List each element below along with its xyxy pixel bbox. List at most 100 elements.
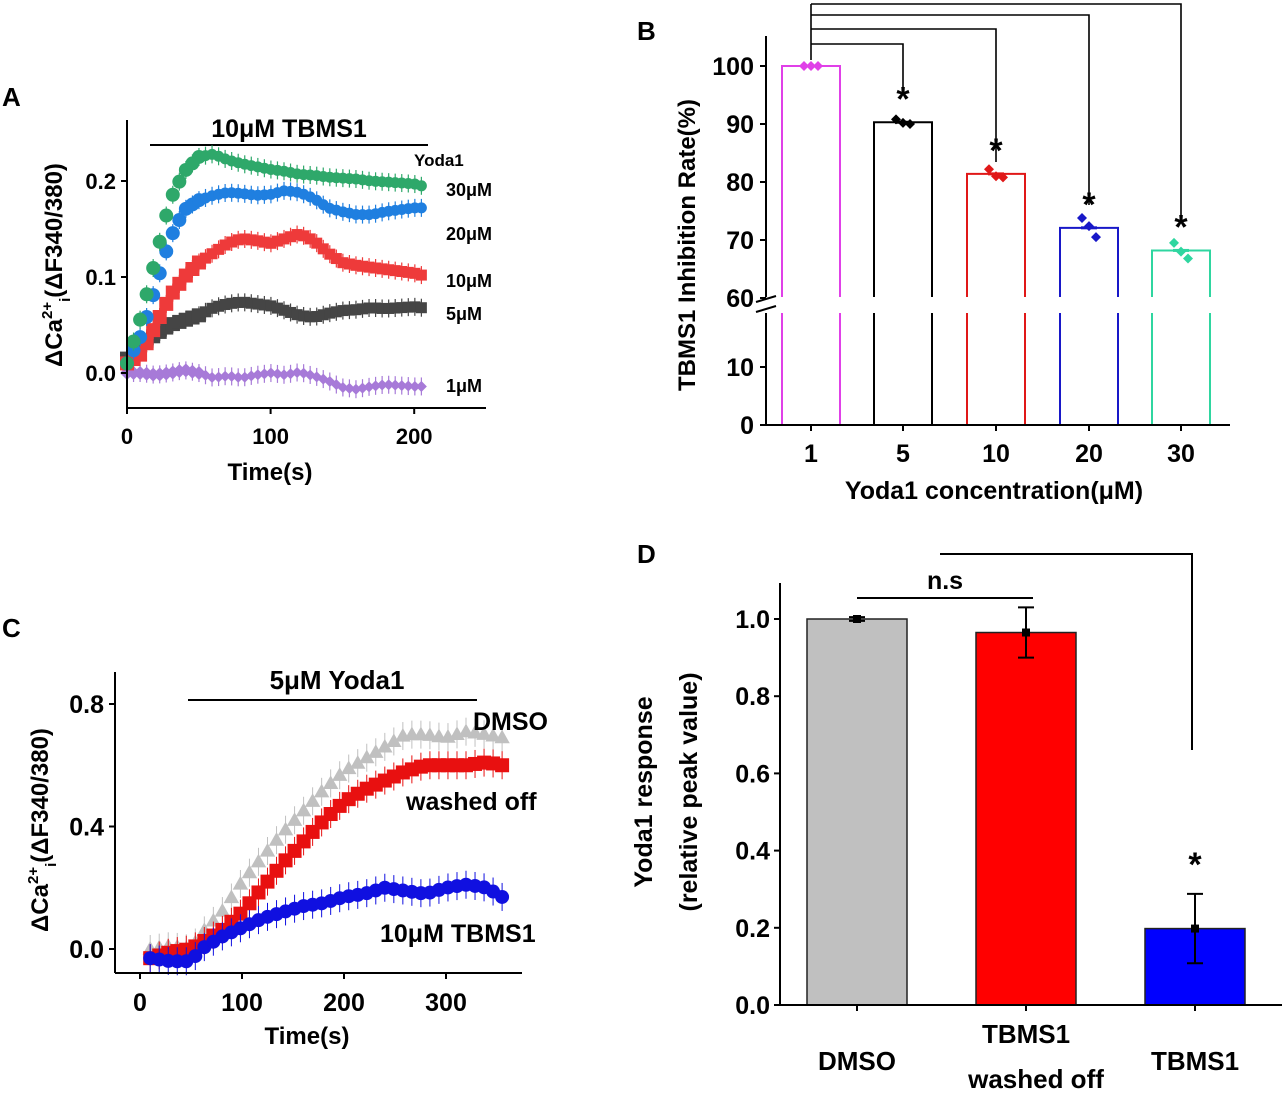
a-data-point	[146, 261, 161, 276]
d-ns-label: n.s	[927, 567, 963, 595]
d-y-tick-label: 0.2	[735, 915, 770, 943]
c-data-point	[304, 793, 321, 807]
a-data-point	[304, 311, 316, 323]
a-data-point	[291, 366, 303, 378]
a-data-point	[245, 370, 257, 382]
b-significance-star: *	[1082, 186, 1096, 224]
c-y-label-sub: i	[43, 863, 60, 867]
d-bars: *	[806, 606, 1246, 1006]
a-data-point	[383, 264, 395, 276]
b-y-tick-label: 70	[726, 227, 754, 255]
a-data-point	[311, 237, 323, 249]
b-bar-lower	[1059, 313, 1119, 425]
c-data-point	[268, 832, 285, 846]
c-data-point	[368, 744, 384, 758]
a-data-point	[271, 302, 283, 314]
a-data-point	[232, 296, 244, 308]
a-data-point	[383, 379, 395, 391]
b-data-point	[991, 171, 1001, 182]
a-y-label-sub: i	[57, 298, 74, 302]
a-data-point	[200, 306, 212, 318]
a-y-tick-label: 0.1	[85, 265, 116, 290]
panel-b: * * * * 0 10 60 70 80 90 100 1 5 10 20 30 Yoda1 conce…	[674, 3, 1230, 505]
c-x-tick-label: 200	[323, 989, 365, 1017]
a-data-point	[324, 307, 336, 319]
a-data-point	[245, 234, 257, 246]
c-data-point	[295, 802, 312, 817]
a-data-point	[383, 302, 395, 314]
c-x-tick-label: 300	[425, 989, 467, 1017]
c-x-label: Time(s)	[265, 1023, 350, 1050]
a-data-point	[350, 259, 362, 271]
d-y-label-1: Yoda1 response	[630, 696, 658, 887]
a-data-point	[239, 233, 251, 245]
c-y-label: ΔCa2+i(ΔF340/380)	[25, 728, 60, 932]
a-data-point	[337, 257, 349, 269]
a-data-point	[206, 371, 218, 383]
b-data-point	[1084, 221, 1094, 232]
a-y-label-rest: (ΔF340/380)	[41, 163, 68, 298]
c-data-point	[331, 767, 348, 781]
b-y-ticks: 0 10 60 70 80 90 100	[712, 53, 766, 440]
b-data-point	[806, 61, 816, 71]
a-data-point	[252, 298, 264, 310]
b-x-tick-label: 20	[1075, 440, 1103, 468]
a-data-point	[146, 323, 161, 338]
c-series-label-tbms1: 10μM TBMS1	[380, 920, 536, 948]
b-y-tick-label: 60	[726, 285, 754, 313]
d-y-tick-label: 1.0	[735, 606, 770, 634]
c-series-label-dmso: DMSO	[473, 708, 548, 736]
a-data-point	[415, 202, 427, 214]
a-data-point	[219, 239, 231, 251]
d-y-tick-label: 0.8	[735, 683, 770, 711]
c-data-point	[494, 729, 510, 744]
c-data-point	[458, 723, 474, 738]
a-data-point	[265, 367, 277, 379]
a-data-point	[357, 260, 369, 272]
a-data-point	[350, 304, 362, 316]
a-x-ticks: 0 100 200	[121, 408, 433, 449]
b-x-tick-label: 10	[982, 440, 1010, 468]
a-legend-title: Yoda1	[414, 151, 464, 170]
b-bar-upper	[1151, 249, 1211, 297]
a-data-point	[415, 380, 427, 392]
b-sig-bracket	[811, 28, 997, 162]
a-data-point	[317, 309, 329, 321]
c-data-point	[313, 783, 330, 798]
a-data-point	[409, 267, 421, 279]
c-data-point	[467, 724, 483, 739]
a-data-point	[396, 380, 408, 392]
c-data-point	[251, 885, 266, 900]
b-data-point	[1183, 253, 1193, 264]
a-y-label: ΔCa2+i(ΔF340/380)	[39, 163, 74, 367]
b-significance-star: *	[1174, 208, 1188, 246]
a-data-point	[278, 369, 290, 381]
c-x-ticks: 0 100 200 300	[133, 973, 467, 1017]
a-y-label-main: ΔCa	[41, 318, 68, 367]
c-series-group	[142, 717, 510, 976]
a-title: 10μM TBMS1	[211, 115, 367, 143]
d-y-ticks: 0.0 0.2 0.4 0.6 0.8 1.0	[735, 606, 780, 1020]
a-y-tick-label: 0.0	[85, 361, 116, 386]
c-data-point	[495, 889, 510, 904]
a-data-point	[402, 266, 414, 278]
a-data-point	[258, 236, 270, 248]
b-data-point	[984, 164, 994, 175]
b-sig-bracket	[811, 3, 1182, 215]
d-x-tick-label: DMSO	[818, 1046, 896, 1076]
b-bar-upper	[873, 121, 933, 297]
a-y-tick-label: 0.2	[85, 169, 116, 194]
c-y-tick-label: 0.4	[69, 814, 104, 842]
c-data-point	[241, 864, 258, 879]
a-data-point	[409, 380, 421, 392]
d-y-tick-label: 0.4	[735, 838, 770, 866]
a-data-point	[232, 234, 244, 246]
b-data-point	[813, 61, 823, 71]
a-data-point	[363, 381, 375, 393]
c-data-point	[214, 903, 231, 917]
c-data-point	[322, 775, 339, 789]
a-data-point	[324, 248, 336, 260]
c-data-point	[341, 760, 357, 775]
a-data-point	[389, 379, 401, 391]
a-data-point	[278, 233, 290, 245]
